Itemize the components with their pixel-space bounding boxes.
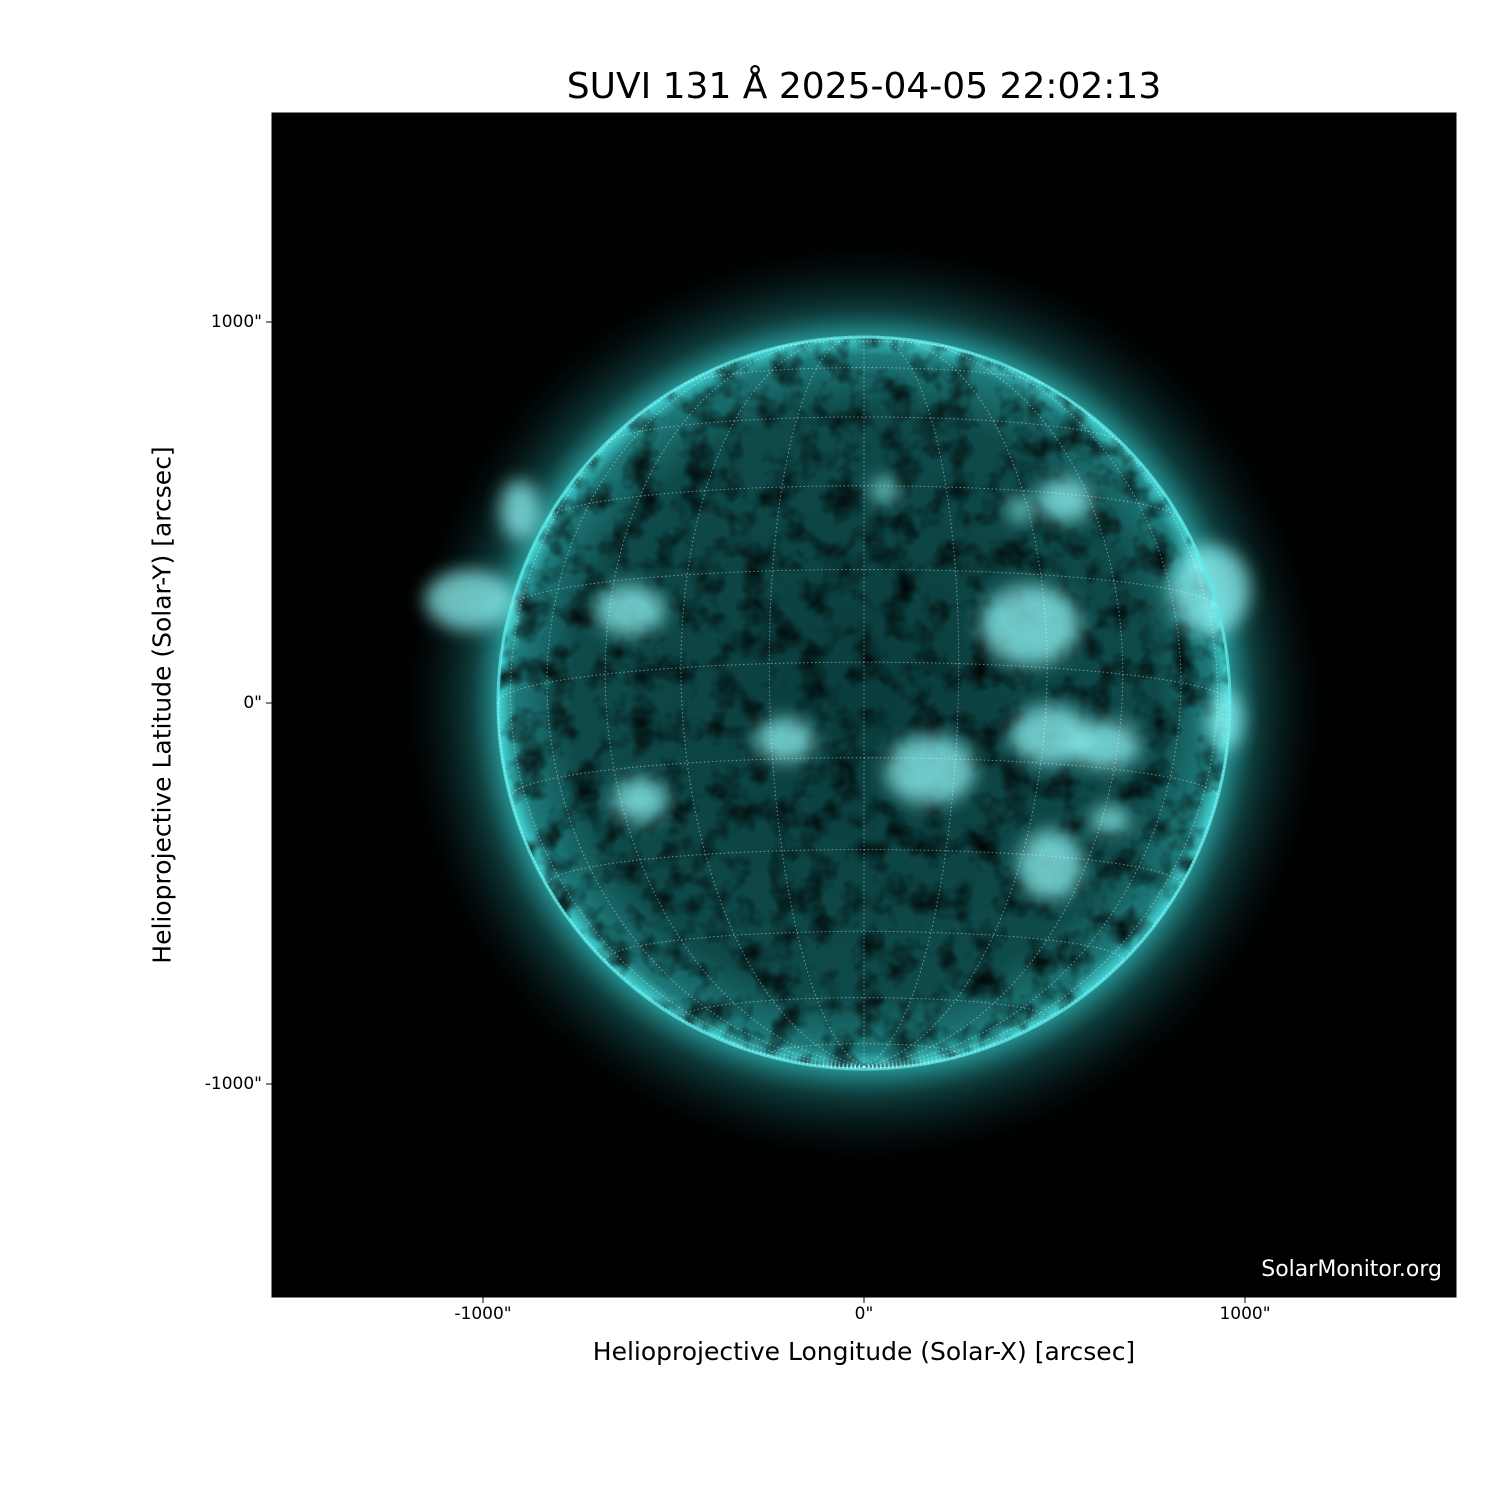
active-region-glow	[871, 478, 899, 502]
disk-texture	[498, 337, 1230, 1069]
active-region-glow	[1018, 830, 1082, 900]
latitude-line	[778, 340, 950, 348]
active-region-glow	[595, 585, 665, 635]
latitude-line	[497, 661, 1231, 704]
y-axis-label: Helioprojective Latitude (Solar-Y) [arcs…	[147, 446, 177, 964]
watermark: SolarMonitor.org	[1261, 1257, 1442, 1282]
active-region-glow	[425, 570, 515, 630]
active-region-glow	[612, 778, 668, 822]
active-regions	[425, 478, 1250, 900]
x-tick-label: -1000"	[454, 1304, 512, 1324]
latitude-line	[684, 367, 1044, 385]
active-region-glow	[885, 735, 975, 805]
longitude-line	[863, 336, 960, 1068]
solar-limb	[496, 335, 1232, 1071]
longitude-line	[798, 1062, 865, 1068]
longitude-line	[854, 1066, 865, 1070]
active-region-glow	[1008, 498, 1032, 522]
active-region-glow	[1207, 690, 1243, 750]
y-tick-label: 1000"	[210, 312, 262, 332]
longitude-line	[768, 336, 865, 1068]
latitude-line	[510, 569, 1218, 608]
longitude-line	[863, 339, 1124, 1068]
longitude-line	[604, 339, 865, 1068]
active-region-glow	[755, 718, 815, 762]
active-region-glow	[1010, 705, 1090, 765]
active-region-glow	[1037, 478, 1093, 522]
x-tick-label: 1000"	[1219, 1304, 1271, 1324]
longitude-line	[731, 1043, 865, 1068]
active-region-glow	[980, 585, 1080, 665]
latitude-line	[546, 849, 1182, 887]
longitude-line	[863, 365, 1219, 1068]
longitude-line	[844, 1066, 865, 1069]
latitude-line	[510, 757, 1218, 798]
longitude-line	[863, 1043, 997, 1068]
y-tick-label: 0"	[243, 693, 262, 713]
longitude-line	[863, 337, 1048, 1068]
longitude-line	[680, 337, 865, 1068]
latitude-line	[604, 930, 1124, 964]
x-axis-label: Helioprojective Longitude (Solar-X) [arc…	[592, 1337, 1136, 1366]
active-region-glow	[500, 480, 540, 540]
plot-title: SUVI 131 Å 2025-04-05 22:02:13	[566, 66, 1162, 107]
latitude-line	[547, 485, 1181, 520]
x-tick-label: 0"	[854, 1304, 874, 1324]
active-region-glow	[1170, 545, 1250, 635]
y-tick-label: -1000"	[204, 1074, 262, 1094]
longitude-line	[509, 365, 865, 1068]
active-region-glow	[1070, 720, 1140, 770]
longitude-line	[863, 1066, 874, 1070]
longitude-line	[863, 1062, 930, 1068]
heliographic-grid	[497, 336, 1231, 1070]
longitude-line	[863, 1066, 884, 1069]
active-region-glow	[1090, 806, 1130, 834]
